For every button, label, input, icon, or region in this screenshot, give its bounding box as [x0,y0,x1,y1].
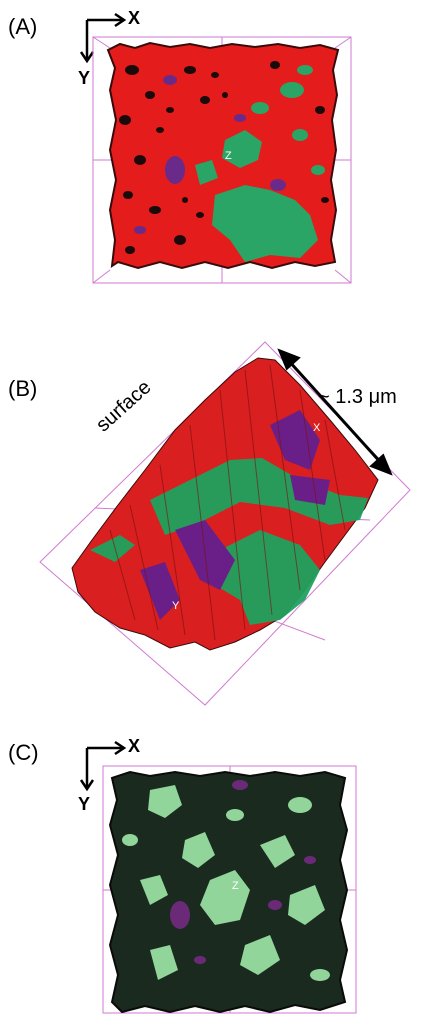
panel-a-y-axis-label: Y [78,68,91,88]
panel-c-y-axis-label: Y [78,794,91,814]
panel-a-axis-arrows [79,12,127,64]
panel-a-label: (A) [8,14,38,39]
panel-a-x-axis-label: X [128,8,141,28]
panel-b-scale-arrow [277,348,393,476]
panel-c-z-marker: Z [232,880,239,892]
panel-a-green-regions [195,65,325,262]
panel-a-figure [79,12,352,284]
panel-c-light-green-regions [122,785,330,981]
panel-b-streak-texture [109,364,346,641]
panel-c-figure [79,740,357,1014]
panel-b-figure [39,341,411,706]
panel-c: (C) [0,730,438,1017]
panel-b-x-marker: X [313,422,321,434]
panel-c-x-axis-label: X [128,736,141,756]
panel-b-y-marker: Y [172,600,180,612]
panel-a-purple-regions [134,75,286,234]
panel-b: (B) [0,330,438,720]
panel-a-pores [119,61,329,254]
panel-c-axis-arrows [79,740,127,792]
panel-b-label: (B) [8,376,38,401]
panel-b-scale-label: ~ 1.3 μm [318,386,397,408]
panel-c-label: (C) [8,740,39,765]
panel-a-z-marker: Z [225,150,232,162]
panel-c-purple-regions [170,780,316,964]
panel-a: (A) [0,0,438,300]
